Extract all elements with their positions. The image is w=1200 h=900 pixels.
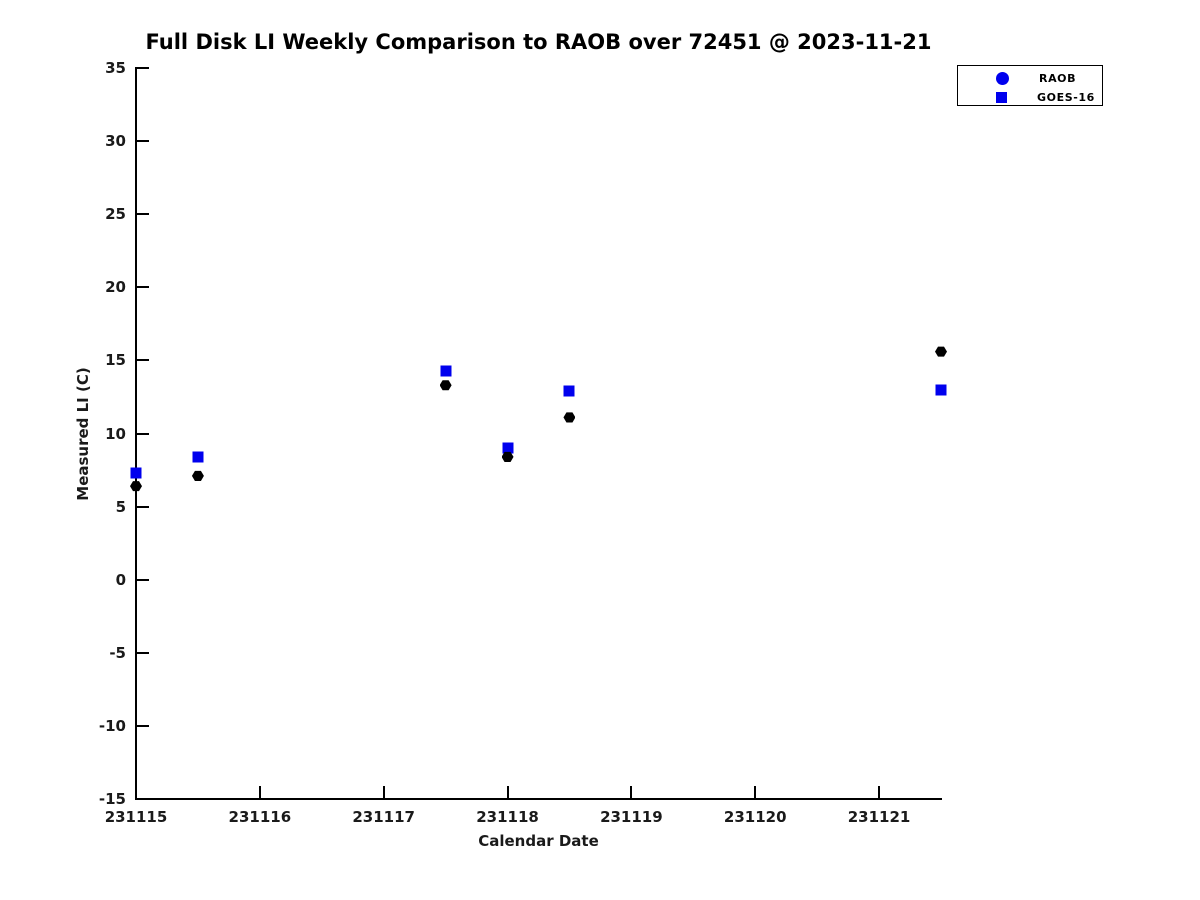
data-point-goes-16	[502, 442, 514, 454]
y-tick-mark	[137, 213, 149, 216]
y-tick-mark	[137, 651, 149, 654]
data-point-goes-16	[192, 451, 204, 463]
y-tick-mark	[137, 67, 149, 69]
y-tick-label: 5	[115, 497, 126, 516]
goes16-legend-marker-icon	[996, 91, 1007, 103]
y-tick-mark	[137, 798, 149, 800]
y-tick-label: 15	[105, 351, 126, 370]
x-tick-mark	[754, 786, 757, 798]
x-tick-label: 231120	[723, 808, 787, 826]
y-tick-mark	[137, 286, 149, 289]
y-tick-mark	[137, 359, 149, 362]
data-point-raob	[130, 481, 142, 492]
y-axis-spine	[135, 67, 137, 800]
y-tick-label: -5	[109, 643, 126, 662]
y-tick-label: 10	[105, 424, 126, 443]
x-tick-label: 231121	[847, 808, 911, 826]
x-tick-label: 231117	[352, 808, 415, 826]
x-tick-label: 231115	[104, 808, 168, 826]
legend-box: RAOB GOES-16	[957, 65, 1103, 106]
x-tick-mark	[630, 786, 633, 798]
data-point-raob	[191, 470, 204, 481]
x-tick-mark	[135, 786, 137, 798]
data-point-goes-16	[130, 467, 142, 479]
y-tick-label: -10	[98, 716, 126, 735]
data-point-raob	[439, 380, 452, 391]
legend-label-raob: RAOB	[1039, 71, 1077, 85]
y-tick-mark	[137, 432, 149, 435]
y-tick-label: 30	[105, 132, 126, 151]
y-tick-mark	[137, 505, 149, 508]
x-tick-mark	[258, 786, 261, 798]
data-point-raob	[563, 412, 576, 423]
x-tick-mark	[506, 786, 509, 798]
y-tick-mark	[137, 724, 149, 727]
data-point-goes-16	[563, 385, 575, 397]
legend-label-goes16: GOES-16	[1037, 90, 1095, 104]
y-tick-label: 0	[115, 570, 126, 589]
legend-item-raob: RAOB	[958, 68, 1102, 88]
y-tick-label: 25	[105, 205, 126, 224]
x-tick-label: 231119	[600, 808, 663, 826]
data-point-raob	[501, 451, 514, 462]
data-point-goes-16	[935, 384, 947, 396]
raob-legend-marker-icon	[996, 71, 1009, 85]
legend-item-goes16: GOES-16	[958, 87, 1102, 107]
data-point-raob	[935, 346, 947, 357]
y-tick-label: 20	[105, 278, 126, 297]
x-axis-label: Calendar Date	[478, 832, 599, 850]
data-point-goes-16	[440, 365, 452, 377]
x-tick-mark	[878, 786, 881, 798]
y-tick-label: 35	[105, 59, 126, 77]
x-tick-label: 231118	[476, 808, 539, 826]
y-tick-mark	[137, 578, 149, 581]
y-tick-mark	[137, 140, 149, 143]
chart-title: Full Disk LI Weekly Comparison to RAOB o…	[145, 30, 932, 54]
x-tick-label: 231116	[228, 808, 292, 826]
x-axis-spine	[135, 798, 942, 800]
y-tick-label: -15	[98, 790, 126, 808]
x-tick-mark	[382, 786, 385, 798]
